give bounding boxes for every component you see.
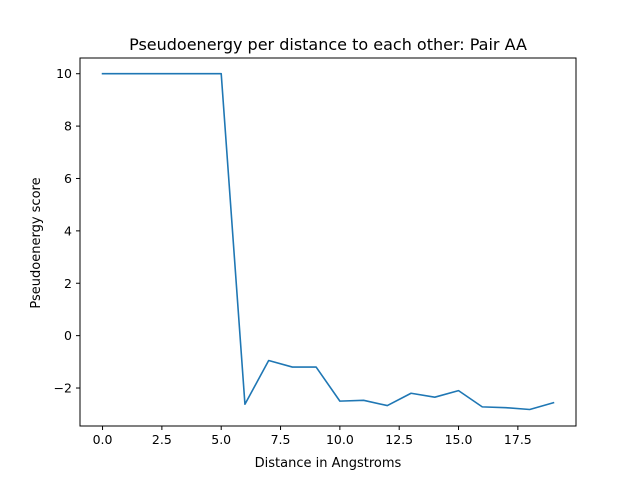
plot-area: 0.0 2.5 5.0 7.5 10.0 12.5 15.0 17.5 −2 0 2 4 6 8 10 xyxy=(54,57,577,447)
x-tick-label: 15.0 xyxy=(445,432,473,447)
x-tick-label: 7.5 xyxy=(271,432,291,447)
x-tick-label: 17.5 xyxy=(504,432,532,447)
x-tick-label: 12.5 xyxy=(385,432,413,447)
y-tick-label: 0 xyxy=(64,328,72,343)
y-tick-label: −2 xyxy=(54,381,72,396)
axes-frame xyxy=(79,57,577,427)
y-tick-label: 4 xyxy=(64,223,72,238)
x-tick-label: 5.0 xyxy=(211,432,231,447)
x-tick-label: 2.5 xyxy=(152,432,172,447)
y-axis-label: Pseudoenergy score xyxy=(29,177,44,308)
x-axis-label: Distance in Angstroms xyxy=(255,456,402,471)
y-tick-label: 2 xyxy=(64,276,72,291)
y-tick-label: 8 xyxy=(64,119,72,134)
chart-title: Pseudoenergy per distance to each other:… xyxy=(129,35,527,54)
x-tick-label: 0.0 xyxy=(93,432,113,447)
y-tick-label: 10 xyxy=(56,66,72,81)
x-tick-label: 10.0 xyxy=(326,432,354,447)
series-line-0 xyxy=(101,72,555,411)
y-tick-label: 6 xyxy=(64,171,72,186)
